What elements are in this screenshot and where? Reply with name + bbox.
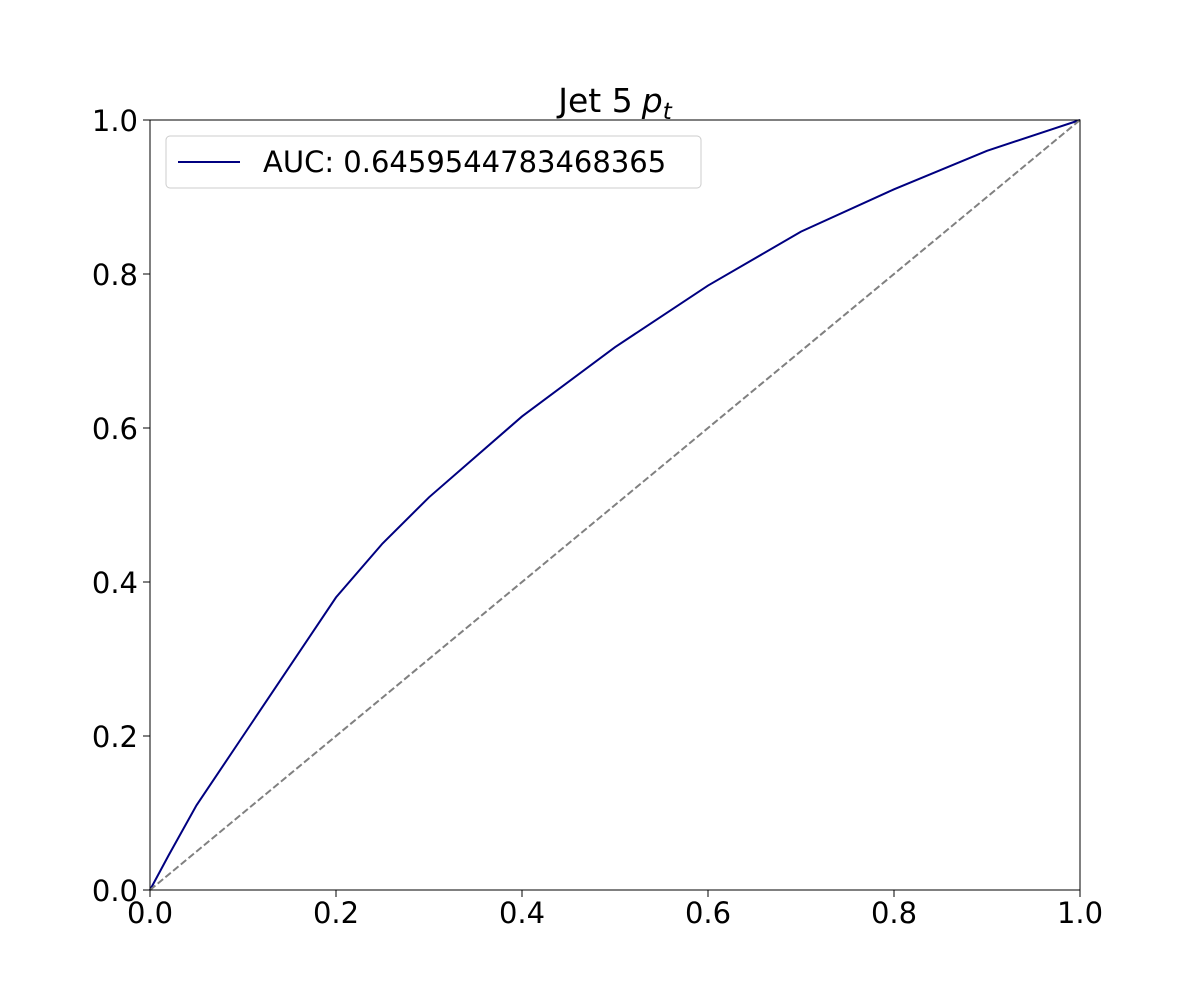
roc-curve (149, 119, 1081, 891)
legend-box (165, 135, 702, 189)
x-tick-label: 0.4 (499, 896, 545, 930)
y-tick-label: 0.8 (92, 258, 138, 292)
x-tick-label: 0.6 (685, 896, 731, 930)
title-subscript: t (663, 99, 673, 125)
x-tick-label: 0.2 (313, 896, 359, 930)
title-symbol: p (641, 81, 663, 120)
y-tick-label: 0.2 (92, 720, 138, 754)
y-tick-label: 0.0 (92, 874, 138, 908)
plot-frame (149, 119, 1081, 891)
x-tick-label: 1.0 (1057, 896, 1103, 930)
x-tick-label: 0.0 (127, 896, 173, 930)
title-text: Jet 5 (556, 81, 632, 120)
x-tick-label: 0.8 (871, 896, 917, 930)
y-tick-label: 0.4 (92, 566, 138, 600)
y-tick-label: 0.6 (92, 412, 138, 446)
chart-title: Jet 5 pt (556, 81, 672, 125)
legend-label: AUC: 0.6459544783468365 (263, 145, 666, 179)
y-tick-label: 1.0 (92, 104, 138, 138)
reference-line (149, 119, 1081, 891)
